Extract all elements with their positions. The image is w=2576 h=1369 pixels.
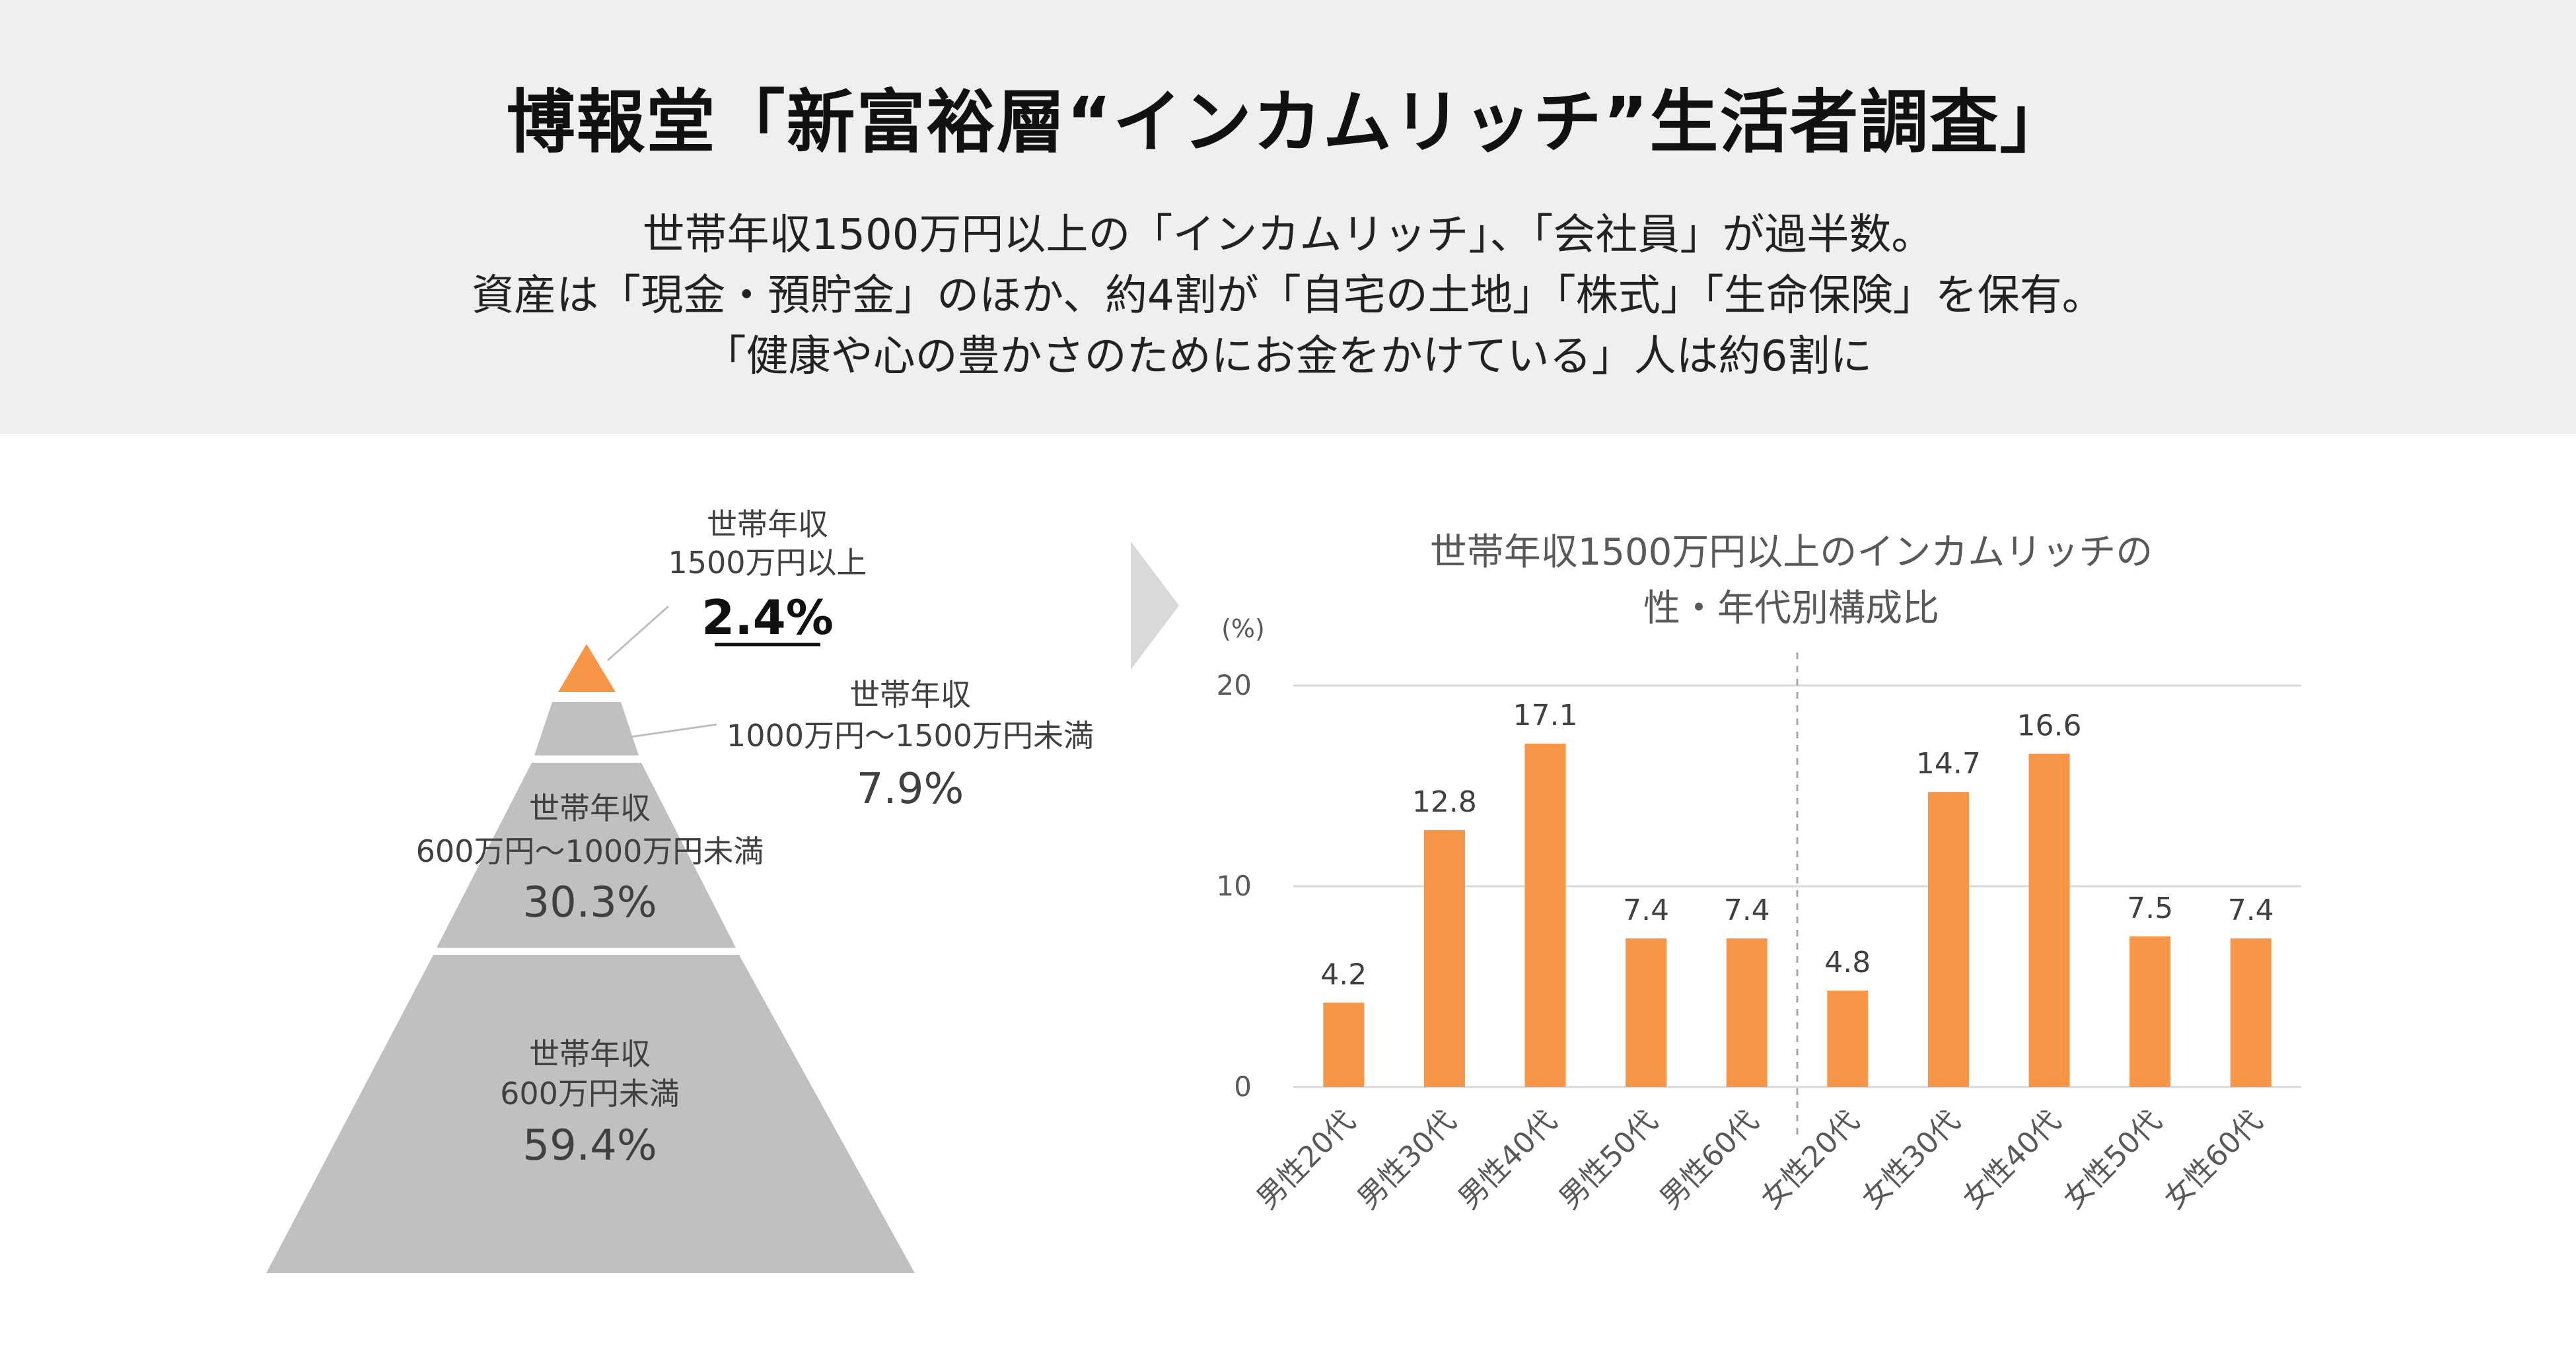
bar-value-label: 14.7 <box>1916 747 1981 781</box>
x-tick-label: 男性30代 <box>1351 1104 1463 1216</box>
pyramid-tier3-name: 世帯年収 <box>529 790 651 826</box>
bar-男性40代 <box>1524 744 1566 1087</box>
bar-男性20代 <box>1323 1002 1365 1087</box>
bar-chart-title-line-2: 性・年代別構成比 <box>1643 587 1939 630</box>
pyramid-tier4-range: 600万円未満 <box>500 1076 680 1111</box>
y-tick-label: 0 <box>1234 1071 1252 1103</box>
pyramid-tier-top <box>558 644 616 692</box>
x-tick-label: 女性40代 <box>1956 1104 2067 1216</box>
summary-line-1: 世帯年収1500万円以上の「インカムリッチ」、「会社員」が過半数。 <box>642 211 1934 260</box>
summary-text: 世帯年収1500万円以上の「インカムリッチ」、「会社員」が過半数。 資産は「現金… <box>0 205 2576 387</box>
bar-layer: 0 10 20 4.2 男性20代 12.8 男性30代 17.1 男性40代 7.4 男性50代 7… <box>1217 652 2301 1216</box>
y-tick-label: 20 <box>1217 669 1252 701</box>
bar-value-label: 7.5 <box>2127 892 2173 925</box>
bar-chart-title-line-1: 世帯年収1500万円以上のインカムリッチの <box>1430 531 2153 574</box>
pyramid-tier3-range: 600万円～1000万円未満 <box>416 833 764 869</box>
pyramid-top-name: 世帯年収 <box>707 507 828 542</box>
bar-value-label: 7.4 <box>1623 894 1669 927</box>
pyramid-tier2-value: 7.9% <box>857 765 964 814</box>
x-tick-label: 男性40代 <box>1452 1104 1563 1216</box>
pyramid-tier-3 <box>437 763 736 948</box>
x-tick-label: 男性20代 <box>1250 1104 1362 1216</box>
bar-value-label: 17.1 <box>1513 699 1578 732</box>
pyramid-top-range: 1500万円以上 <box>668 545 867 580</box>
bar-value-label: 4.2 <box>1320 958 1367 991</box>
x-tick-label: 女性60代 <box>2157 1104 2269 1216</box>
bar-男性30代 <box>1423 829 1465 1087</box>
bar-value-label: 16.6 <box>2017 709 2082 742</box>
bar-女性30代 <box>1927 792 1969 1087</box>
y-tick-label: 10 <box>1217 870 1252 902</box>
leader-line-top <box>607 605 669 662</box>
x-tick-label: 男性50代 <box>1553 1104 1664 1216</box>
page-title: 博報堂「新富裕層“インカムリッチ”生活者調査」 <box>506 82 2070 162</box>
header-banner: 博報堂「新富裕層“インカムリッチ”生活者調査」 世帯年収1500万円以上の「イン… <box>0 0 2576 434</box>
bar-value-label: 7.4 <box>2228 894 2274 927</box>
bar-女性50代 <box>2129 936 2171 1087</box>
flow-arrow-icon <box>1131 542 1179 670</box>
x-tick-label: 女性20代 <box>1754 1104 1866 1216</box>
pyramid-tier2-range: 1000万円～1500万円未満 <box>727 718 1094 754</box>
pyramid-top-value: 2.4% <box>701 590 834 645</box>
pyramid-tier2-name: 世帯年収 <box>849 677 971 713</box>
leader-line-tier-2 <box>620 723 717 740</box>
bar-男性60代 <box>1726 938 1768 1087</box>
pyramid-tier-4 <box>266 955 915 1273</box>
pyramid-tier4-name: 世帯年収 <box>529 1036 651 1072</box>
pyramid-tier-2 <box>534 702 639 755</box>
bar-男性50代 <box>1626 938 1667 1087</box>
summary-line-3: 「健康や心の豊かさのためにお金をかけている」人は約6割に <box>703 332 1873 381</box>
bar-chart-unit: (%) <box>1221 614 1265 643</box>
bar-value-label: 7.4 <box>1724 894 1770 927</box>
bar-女性20代 <box>1827 991 1869 1087</box>
bar-女性60代 <box>2230 938 2272 1087</box>
x-tick-label: 女性50代 <box>2057 1104 2168 1216</box>
bar-value-label: 12.8 <box>1412 785 1477 819</box>
bar-value-label: 4.8 <box>1824 946 1871 979</box>
pyramid-tier4-value: 59.4% <box>522 1121 657 1170</box>
bar-女性40代 <box>2028 754 2070 1087</box>
x-tick-label: 女性30代 <box>1855 1104 1967 1216</box>
x-tick-label: 男性60代 <box>1653 1104 1765 1216</box>
summary-line-2: 資産は「現金・預貯金」のほか、約4割が「自宅の土地」「株式」「生命保険」を保有。 <box>472 271 2104 320</box>
pyramid-tier3-value: 30.3% <box>522 878 657 927</box>
